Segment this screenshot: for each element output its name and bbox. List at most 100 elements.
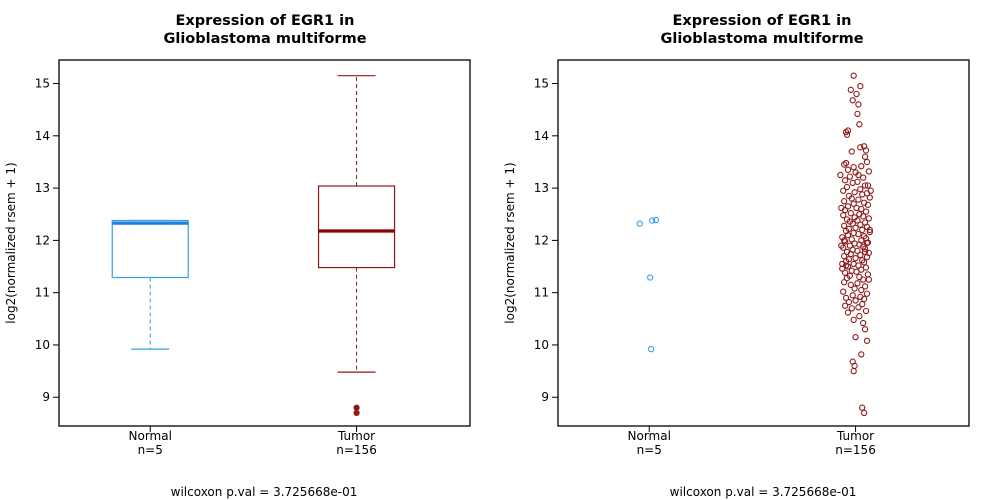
y-tick-label: 15 (35, 77, 50, 91)
data-point-tumor (857, 221, 864, 228)
data-point-tumor (857, 82, 864, 90)
data-point-tumor (847, 210, 854, 217)
data-point-tumor (850, 164, 857, 171)
data-point-tumor (860, 259, 868, 266)
data-point-tumor (843, 131, 851, 138)
data-point-tumor (843, 183, 851, 191)
data-point-tumor (847, 86, 854, 93)
data-point-tumor (850, 367, 857, 375)
data-point-tumor (860, 213, 867, 220)
data-point-tumor (841, 302, 849, 309)
data-point-tumor (859, 191, 866, 198)
data-point-tumor (844, 232, 852, 239)
y-tick-label: 9 (42, 390, 50, 404)
boxplot-title-line-1: Expression of EGR1 in (176, 13, 355, 29)
x-tick-label-normal: Normal (628, 429, 671, 443)
boxplot-marks (111, 75, 396, 417)
data-point-tumor (838, 242, 845, 249)
data-point-tumor (841, 222, 848, 229)
boxplot-panel: Expression of EGR1 in Glioblastoma multi… (4, 13, 471, 499)
data-point-tumor (862, 307, 870, 315)
data-point-tumor (862, 147, 870, 154)
y-tick-label: 10 (534, 338, 549, 352)
data-point-tumor (861, 248, 869, 256)
x-count-label-tumor: n=156 (336, 443, 377, 457)
boxplot-y-axis-label: log2(normalized rsem + 1) (4, 162, 18, 323)
data-point-tumor (859, 404, 866, 411)
data-point-tumor (865, 168, 873, 175)
data-point-tumor (860, 295, 868, 303)
data-point-tumor (858, 351, 865, 358)
data-point-tumor (840, 187, 847, 194)
data-point-tumor (844, 166, 852, 173)
data-point-tumor (855, 196, 862, 203)
x-tick-label-normal: Normal (129, 429, 172, 443)
box-normal (111, 219, 189, 279)
data-point-tumor (838, 204, 845, 212)
data-point-tumor (837, 171, 844, 179)
data-point-tumor (853, 90, 860, 98)
data-point-tumor (848, 236, 855, 243)
x-tick-label-tumor: Tumor (836, 429, 874, 443)
data-point-tumor (859, 226, 866, 234)
scatter-title-line-1: Expression of EGR1 in (673, 13, 852, 29)
data-point-tumor (840, 212, 847, 219)
data-point-tumor (849, 179, 856, 187)
data-point-tumor (866, 194, 873, 201)
data-point-tumor (841, 238, 849, 245)
scatter-title-line-2: Glioblastoma multiforme (660, 31, 863, 47)
data-point-tumor (850, 200, 857, 207)
data-point-tumor (864, 201, 872, 208)
data-point-tumor (858, 162, 865, 170)
data-point-tumor (848, 148, 855, 155)
data-point-tumor (855, 262, 862, 269)
data-point-tumor (854, 280, 861, 287)
data-point-tumor (863, 290, 871, 297)
scatter-panel: Expression of EGR1 in Glioblastoma multi… (503, 13, 970, 499)
y-tick-label: 11 (35, 286, 50, 300)
data-point-tumor (842, 294, 850, 302)
data-point-tumor (854, 247, 861, 254)
scatter-plot-frame (557, 59, 970, 427)
data-point-tumor (841, 237, 848, 244)
data-point-tumor (861, 326, 869, 333)
data-point-tumor (848, 305, 855, 312)
data-point-tumor (846, 173, 854, 180)
y-tick-label: 12 (534, 233, 549, 247)
boxplot-plot-frame (58, 59, 471, 427)
data-point-tumor (841, 198, 848, 205)
data-point-tumor (849, 220, 856, 227)
data-point-tumor (860, 409, 868, 417)
data-point-tumor (847, 250, 854, 258)
boxplot-title-line-2: Glioblastoma multiforme (163, 31, 366, 47)
data-point-tumor (862, 208, 870, 215)
scatter-y-axis: 9 10 11 12 13 14 15 (534, 77, 558, 404)
data-point-tumor (854, 110, 861, 118)
data-point-tumor (848, 195, 855, 202)
data-point-tumor (851, 189, 858, 196)
data-point-tumor (841, 177, 849, 184)
data-point-tumor (851, 285, 858, 292)
data-point-tumor (860, 276, 867, 283)
data-point-tumor (866, 226, 873, 234)
x-count-label-normal: n=5 (637, 443, 662, 457)
data-point-normal (647, 345, 655, 353)
boxplot-y-axis: 9 10 11 12 13 14 15 (35, 77, 59, 404)
data-point-tumor (863, 158, 871, 166)
data-point-tumor (863, 253, 871, 261)
x-tick-label-tumor: Tumor (337, 429, 375, 443)
box-tumor (317, 185, 396, 269)
y-tick-label: 11 (534, 286, 549, 300)
data-point-tumor (841, 252, 848, 260)
y-tick-label: 9 (541, 390, 549, 404)
data-point-tumor (857, 185, 864, 193)
data-point-tumor (842, 262, 850, 269)
data-point-tumor (863, 337, 871, 344)
y-tick-label: 14 (35, 129, 50, 143)
data-point-tumor (867, 187, 874, 194)
data-point-tumor (858, 286, 865, 294)
data-point-tumor (856, 121, 863, 128)
data-point-tumor (861, 245, 869, 252)
